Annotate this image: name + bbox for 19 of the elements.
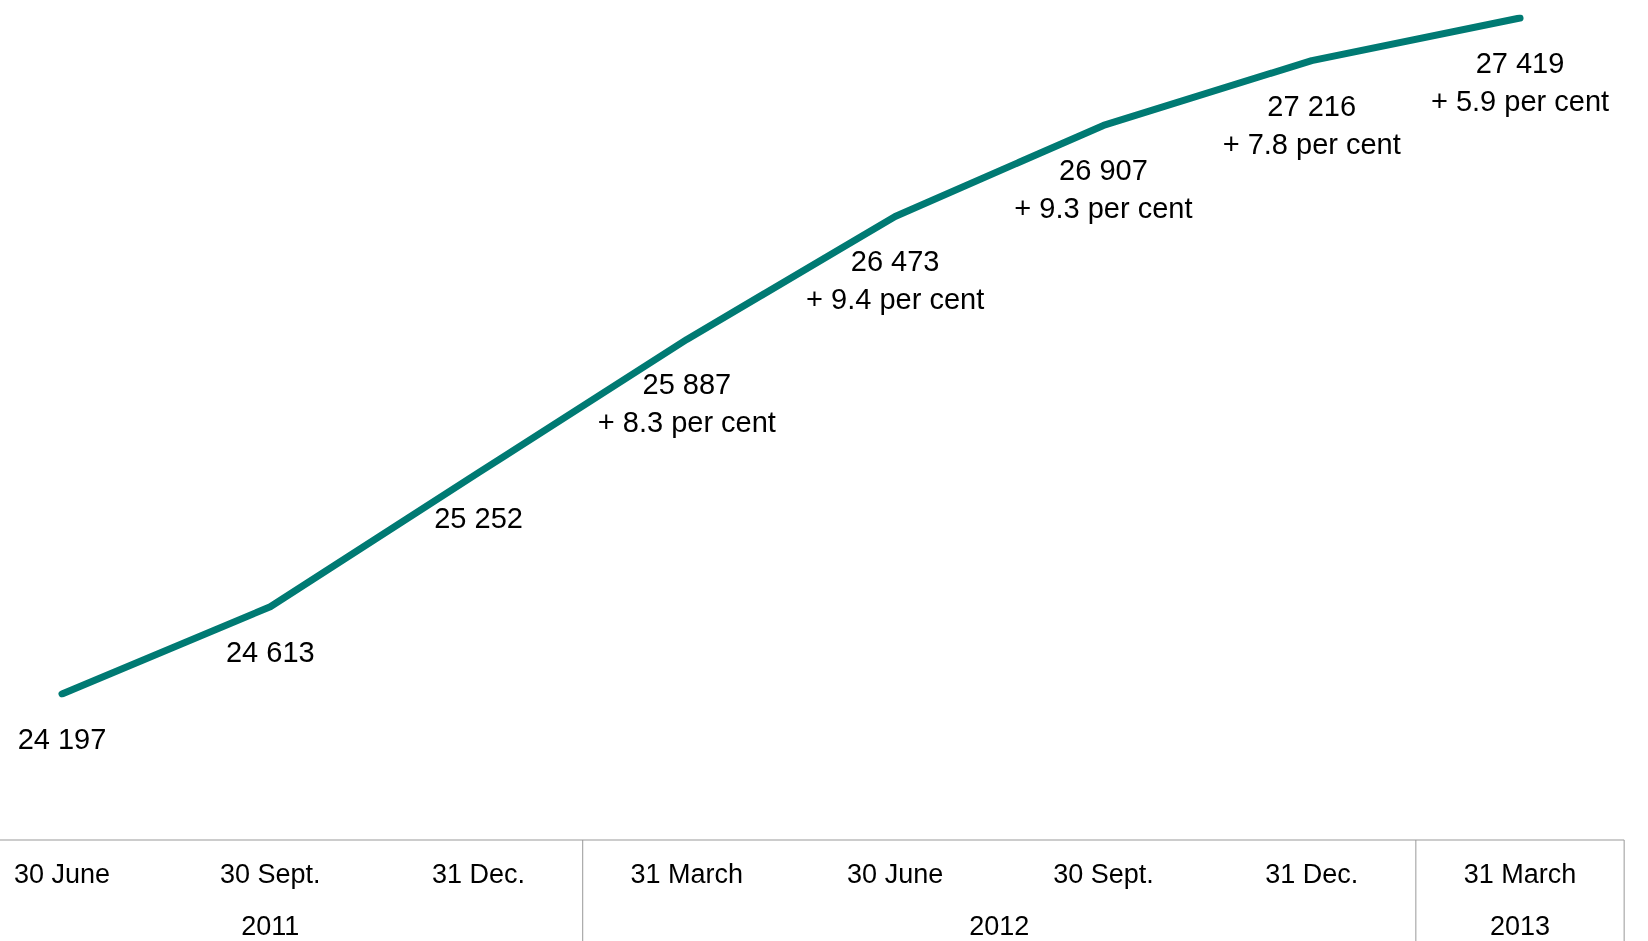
text: 2013	[1489, 911, 1551, 941]
x-tick-label: 30 June	[847, 858, 944, 889]
x-tick-label: 31 March	[630, 858, 744, 889]
data-label: 25 252	[434, 501, 523, 534]
x-tick-label: 30 Sept.	[1053, 858, 1154, 889]
text: 2012	[969, 911, 1030, 941]
data-label: 27 216 + 7.8 per cent	[1222, 89, 1401, 160]
x-tick-label: 31 Dec.	[1265, 858, 1359, 889]
x-tick-label: 31 Dec.	[432, 858, 526, 889]
text: 2011	[241, 911, 300, 941]
x-tick-label: 31 March	[1463, 858, 1577, 889]
data-label: 24 613	[225, 635, 315, 668]
x-tick-label: 30 June	[13, 858, 111, 889]
data-label: 25 887 + 8.3 per cent	[597, 368, 776, 439]
data-label: 24 197	[17, 723, 107, 755]
data-label: 26 907 + 9.3 per cent	[1014, 154, 1193, 225]
data-label: 26 473 + 9.4 per cent	[806, 245, 985, 316]
data-label: 27 419 + 5.9 per cent	[1430, 47, 1610, 117]
x-tick-label: 30 Sept.	[220, 858, 321, 889]
